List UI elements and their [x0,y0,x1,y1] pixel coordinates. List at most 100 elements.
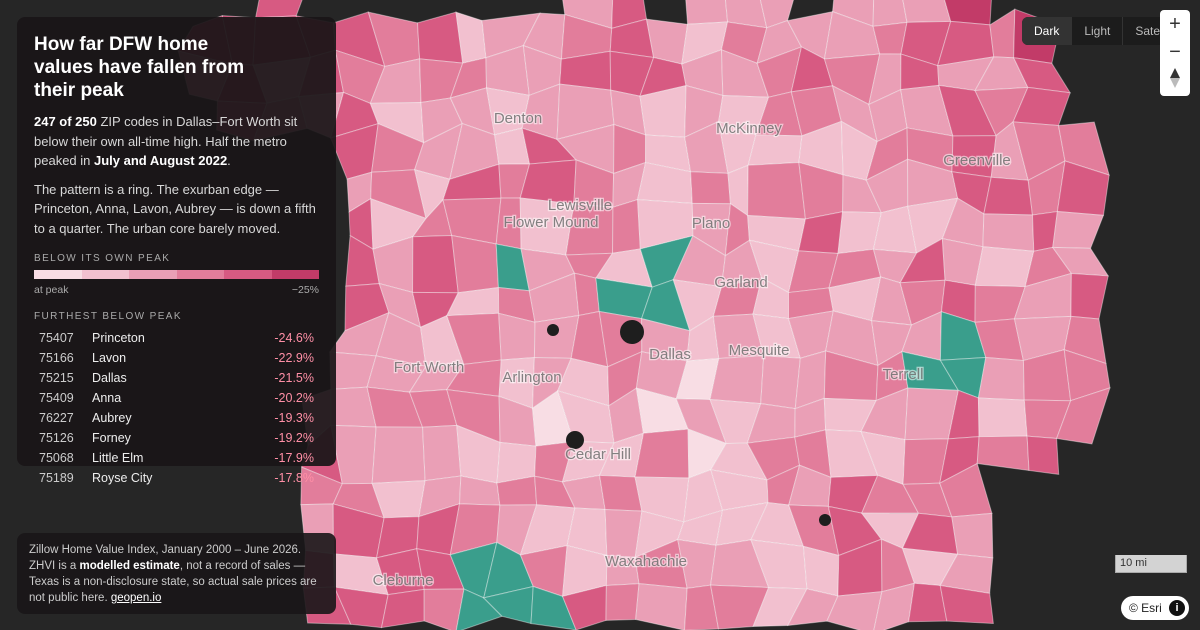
source-note: Zillow Home Value Index, January 2000 – … [17,533,336,614]
place: Forney [92,431,131,445]
legend-low: at peak [34,284,69,296]
intro: 247 of 250 ZIP codes in Dallas–Fort Wort… [34,112,319,171]
place-label: Greenville [943,152,1011,169]
list-heading: FURTHEST BELOW PEAK [34,311,182,322]
place: Little Elm [92,451,144,465]
list-row: 75189 Royse City -17.8% [34,468,319,488]
place: Dallas [92,371,127,385]
legend-swatch [34,270,82,279]
zip: 75215 [39,371,74,385]
zip-area [760,355,801,410]
legend-swatch [224,270,272,279]
text: . [227,153,231,168]
change: -21.5% [274,371,314,385]
zip-area [635,583,688,630]
place: Anna [92,391,122,405]
zoom-control: + − [1160,10,1190,96]
text: 247 of 250 [34,114,97,129]
zip-area [939,584,994,625]
lake [819,514,831,526]
place-label: Dallas [649,346,691,363]
zip-area [685,0,729,25]
place-label: Denton [494,110,542,127]
zip-area [380,588,425,629]
list: 75407 Princeton -24.6% 75166 Lavon -22.9% 7521… [34,328,319,488]
place-label: Cedar Hill [565,446,631,463]
attribution[interactable]: © Esri i [1121,596,1189,620]
zip-area [371,426,426,484]
list-row: 75215 Dallas -21.5% [34,368,319,388]
lake [620,320,644,344]
place-label: Terrell [883,366,924,383]
text: Zillow Home Value Index, January 2000 – … [29,544,302,572]
zip-area [872,0,908,27]
legend-high: −25% [291,284,319,296]
zip: 75407 [39,331,74,345]
zip-area [254,0,303,19]
info-button[interactable]: i [1169,600,1185,616]
zip-area [902,0,952,23]
zip-area [747,161,807,220]
place-label: Cleburne [373,572,434,589]
place-label: Fort Worth [394,359,465,376]
place-label: Mesquite [729,342,790,359]
legend-swatch [176,270,224,279]
pattern: The pattern is a ring. The exurban edge … [34,181,316,236]
link[interactable]: geopen.io [110,592,162,604]
zip: 75068 [39,451,74,465]
zip-area [422,424,462,482]
style-button[interactable]: Dark [1022,17,1072,45]
place-label: Flower Mound [503,214,598,231]
list-row: 75407 Princeton -24.6% [34,328,319,348]
zip-area [826,591,883,630]
zip-area [1026,435,1060,475]
compass[interactable] [1167,66,1183,90]
zip: 75166 [39,351,74,365]
place-label: Lewisville [548,197,612,214]
zip-area [1055,387,1111,445]
zip-area [989,8,1016,59]
zip-area [1070,272,1109,320]
zip-area [974,246,1035,288]
change: -19.3% [274,411,314,425]
zip: 75189 [39,471,74,485]
place: Princeton [92,331,145,345]
change: -17.9% [274,451,314,465]
zip-area [416,11,464,64]
zip-area [977,397,1028,438]
zip-area [747,134,803,166]
zip-area [951,512,994,559]
zip: 75126 [39,431,74,445]
text: July and August 2022 [94,153,228,168]
list-row: 75068 Little Elm -17.9% [34,448,319,468]
zip-area [612,198,641,254]
zip: 75409 [39,391,74,405]
info-panel: How far DFW home values have fallen from… [17,17,336,485]
change: -20.2% [274,391,314,405]
change: -22.9% [274,351,314,365]
list-row: 75126 Forney -19.2% [34,428,319,448]
text: modelled estimate [79,560,180,572]
zip-area [802,545,840,597]
legend-swatch [81,270,129,279]
place-label: Plano [692,215,730,232]
zoom-in[interactable]: + [1169,13,1181,35]
zip-area [976,435,1030,472]
text: ZIP codes in Dallas–Fort Worth sit below… [34,114,298,168]
list-row: 75166 Lavon -22.9% [34,348,319,368]
legend-swatch [271,270,319,279]
zip-area [982,213,1035,252]
zoom-out[interactable]: − [1169,41,1181,63]
lake [566,431,584,449]
zip-area [983,176,1034,216]
zip-area [605,583,640,621]
style-button[interactable]: Light [1071,17,1122,45]
legend-ends: at peak −25% [34,284,319,296]
place-label: Garland [714,274,767,291]
change: -17.8% [274,471,314,485]
zip-area [1052,211,1105,249]
zip-area [423,588,465,630]
list-row: 75409 Anna -20.2% [34,388,319,408]
